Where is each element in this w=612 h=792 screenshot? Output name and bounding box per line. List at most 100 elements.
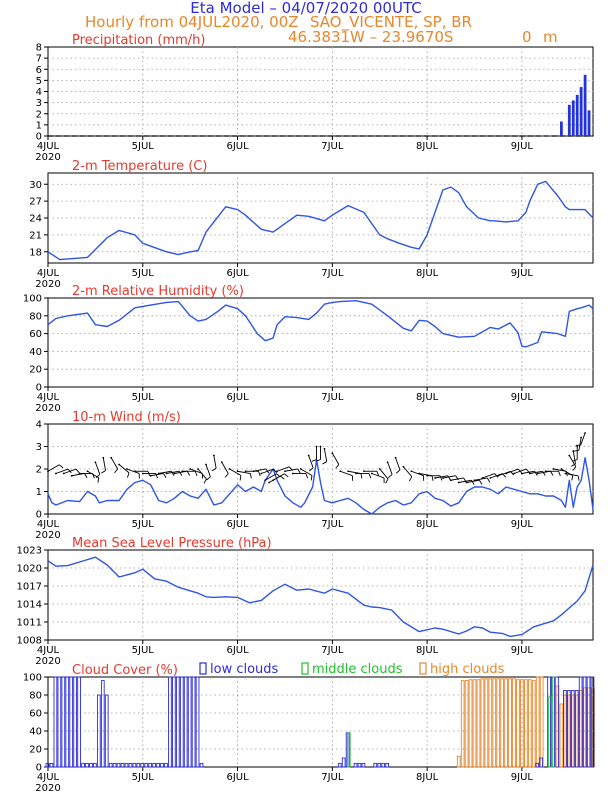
wind-barb-base: [402, 465, 405, 468]
wind-barb-feather: [542, 471, 546, 476]
y-tick-label: 0: [36, 763, 42, 774]
x-year-label: 2020: [35, 403, 60, 414]
header-coords: 46.3831W – 23.9670S: [288, 28, 453, 46]
x-year-label: 2020: [35, 783, 60, 792]
wind-barb-shaft: [264, 473, 277, 481]
cloud-bar-high: [524, 679, 528, 768]
cloud-bar-low: [124, 762, 129, 768]
y-tick-label: 0: [36, 132, 42, 143]
wind-barb-feather: [178, 471, 183, 476]
cloud-bar-high: [488, 678, 493, 768]
wind-barb-base: [252, 470, 255, 473]
wind-barb-base: [584, 432, 587, 434]
wind-barb: [181, 470, 198, 477]
wind-barb-feather: [206, 476, 211, 481]
wind-barb-base: [473, 479, 476, 482]
wind-barb-feather: [572, 459, 578, 462]
x-tick-label: 4JUL: [37, 772, 60, 783]
y-tick-label: 40: [29, 727, 42, 738]
wind-barb-base: [189, 468, 192, 470]
cloud-bar-low: [100, 680, 105, 768]
wind-barb: [101, 456, 106, 474]
x-tick-label: 5JUL: [132, 141, 155, 152]
cloud-bar-low: [385, 762, 389, 768]
wind-barb-shaft: [565, 473, 579, 477]
cloud-bar-low: [341, 757, 346, 768]
cloud-bar-low: [172, 676, 176, 768]
wind-barb-base: [572, 450, 575, 452]
wind-barb-shaft: [505, 468, 519, 474]
cloud-bar-low: [156, 762, 160, 768]
wind-barb-shaft: [340, 470, 353, 477]
wind-barb-shaft: [572, 450, 576, 464]
x-tick-label: 9JUL: [511, 268, 534, 279]
wind-barb-base: [173, 472, 176, 475]
cloud-bar-low: [373, 762, 378, 768]
y-tick-label: 18: [29, 247, 42, 258]
cloud-bar-high: [472, 679, 477, 768]
x-tick-label: 8JUL: [416, 141, 439, 152]
cloud-bar-low: [108, 762, 113, 768]
wind-barb: [205, 463, 211, 481]
wind-barb: [220, 461, 229, 478]
wind-barb: [110, 456, 119, 474]
wind-barb-base: [102, 456, 105, 459]
wind-barb-base: [544, 470, 547, 473]
wind-barb-base: [489, 477, 492, 479]
y-tick-label: 5: [36, 76, 42, 87]
cloud-bar-high: [508, 678, 512, 768]
y-tick-label: 80: [29, 691, 42, 702]
wind-barb-feather: [84, 473, 88, 479]
y-tick-label: 100: [23, 294, 42, 305]
x-tick-label: 8JUL: [416, 645, 439, 656]
x-tick-label: 7JUL: [321, 392, 344, 403]
wind-barb-feather: [194, 471, 198, 477]
wind-barb-base: [260, 472, 263, 475]
y-tick-label: 20: [29, 365, 42, 376]
cloud-bar-low: [175, 676, 180, 768]
y-tick-label: 2: [36, 465, 42, 476]
wind-barb-shaft: [482, 473, 495, 479]
x-tick-label: 5JUL: [132, 392, 155, 403]
wind-barb-shaft: [466, 479, 480, 483]
wind-barb-feather: [572, 466, 577, 471]
wind-barb-base: [363, 470, 365, 473]
x-tick-label: 6JUL: [226, 141, 249, 152]
wind-barb: [363, 470, 380, 477]
wind-barb-feather: [558, 471, 561, 477]
wind-barb: [211, 454, 217, 472]
cloud-bar-middle: [548, 696, 553, 768]
wind-barb-base: [560, 468, 563, 470]
wind-barb-base: [465, 481, 468, 484]
wind-barb-base: [264, 479, 267, 482]
wind-barb-feather: [395, 469, 401, 474]
x-tick-label: 9JUL: [511, 772, 534, 783]
wind-barb: [570, 450, 576, 467]
wind-barb-shaft: [166, 470, 180, 474]
x-tick-label: 4JUL: [37, 645, 60, 656]
wind-barb-base: [370, 472, 373, 475]
wind-barb-shaft: [229, 468, 242, 476]
cloud-bar-low: [152, 762, 156, 768]
wind-barb: [322, 447, 328, 465]
mslp-series-line: [47, 556, 594, 638]
wind-barb-base: [307, 454, 310, 457]
wind-barb: [402, 465, 413, 482]
cloud-bar-low: [77, 676, 81, 768]
x-tick-label: 7JUL: [321, 519, 344, 530]
wind-barb-feather: [284, 473, 289, 478]
x-tick-label: 4JUL: [37, 392, 60, 403]
wind-barb-feather: [58, 464, 64, 469]
y-tick-label: 1: [36, 487, 42, 498]
panel-rh: 4JUL 5JUL 6JUL 7JUL 8JUL 9JUL 2020 0 20 40 60 80 100…: [23, 284, 594, 414]
wind-barb: [62, 468, 80, 475]
cloud-bar-high: [464, 680, 469, 768]
legend-swatch: [301, 662, 309, 675]
wind-barb-shaft: [261, 468, 274, 474]
wind-barb-base: [228, 468, 231, 470]
precip-bar: [579, 87, 583, 136]
plot-frame: [47, 297, 594, 388]
y-tick-label: 0: [36, 383, 42, 394]
wind-barb-base: [513, 472, 515, 475]
